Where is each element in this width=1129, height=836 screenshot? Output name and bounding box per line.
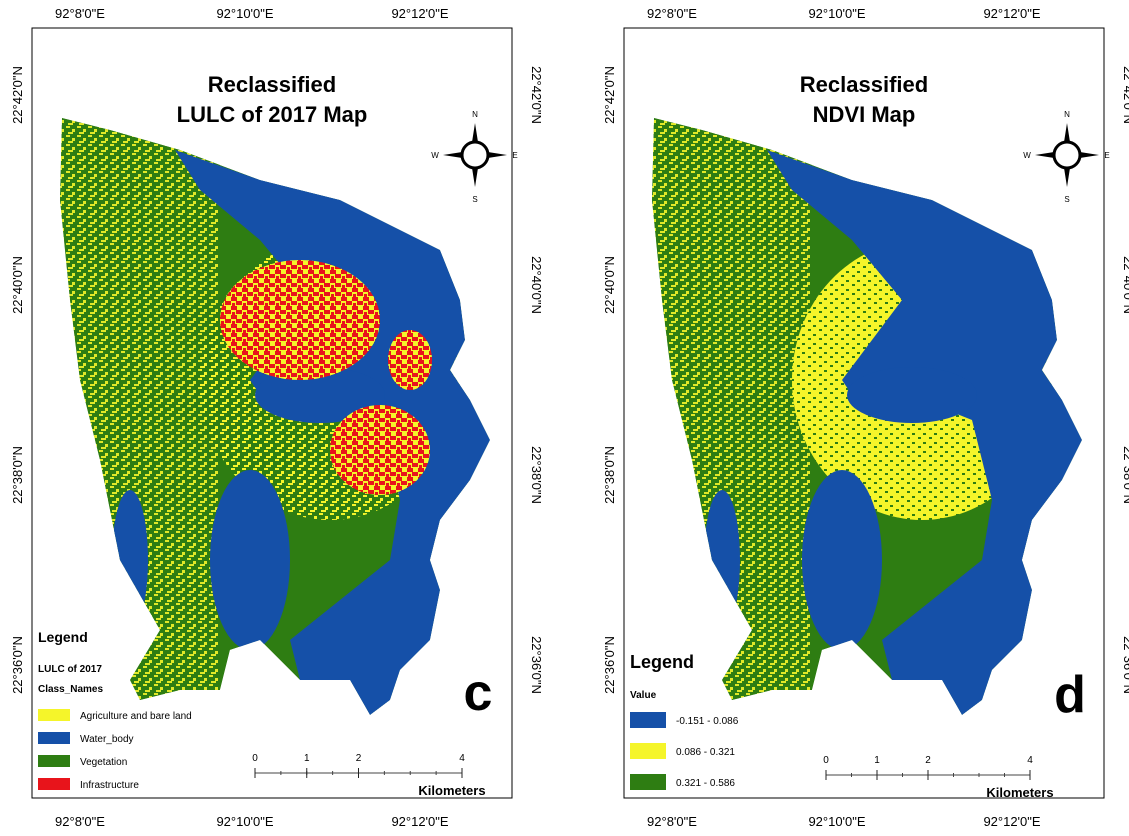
compass-ring (1054, 142, 1080, 168)
longitude-label: 92°12'0"E (391, 814, 448, 829)
latitude-label: 22°40'0"N (602, 256, 617, 314)
longitude-label: 92°8'0"E (647, 6, 697, 21)
latitude-label: 22°40'0"N (1121, 256, 1129, 314)
compass-letter: N (472, 110, 478, 119)
legend-title: Legend (630, 652, 694, 672)
legend-subtitle: LULC of 2017 (38, 664, 102, 675)
compass-letter: E (512, 151, 517, 160)
latitude-label: 22°40'0"N (10, 256, 25, 314)
longitude-label: 92°8'0"E (55, 6, 105, 21)
water-area (847, 367, 977, 423)
scale-unit: Kilometers (986, 785, 1053, 800)
legend-label: Vegetation (80, 757, 127, 768)
longitude-label: 92°8'0"E (647, 814, 697, 829)
legend-label: -0.151 - 0.086 (676, 716, 739, 727)
latitude-label: 22°36'0"N (1121, 636, 1129, 694)
map-title: Reclassified (800, 72, 928, 97)
scale-label: 2 (925, 755, 931, 766)
latitude-label: 22°40'0"N (529, 256, 544, 314)
longitude-label: 92°12'0"E (391, 6, 448, 21)
latitude-label: 22°38'0"N (529, 446, 544, 504)
legend-swatch (630, 774, 666, 790)
map-panel: 92°8'0"E 92°10'0"E 92°12'0"E 92°8'0"E 92°10'… (602, 6, 1129, 829)
longitude-label: 92°12'0"E (983, 6, 1040, 21)
map-title: Reclassified (208, 72, 336, 97)
legend-swatch (630, 743, 666, 759)
infrastructure-area (220, 260, 380, 380)
latitude-label: 22°38'0"N (602, 446, 617, 504)
legend-swatch (630, 712, 666, 728)
legend-subtitle: Class_Names (38, 684, 103, 695)
compass-letter: N (1064, 110, 1070, 119)
water-area (802, 470, 882, 650)
longitude-label: 92°8'0"E (55, 814, 105, 829)
latitude-label: 22°38'0"N (10, 446, 25, 504)
longitude-label: 92°10'0"E (216, 814, 273, 829)
scale-label: 0 (823, 755, 829, 766)
water-area (210, 470, 290, 650)
legend-label: Agriculture and bare land (80, 711, 192, 722)
longitude-label: 92°10'0"E (808, 814, 865, 829)
infrastructure-area (330, 405, 430, 495)
latitude-label: 22°42'0"N (1121, 66, 1129, 124)
latitude-label: 22°42'0"N (529, 66, 544, 124)
legend-swatch (38, 709, 70, 721)
legend-label: Water_body (80, 734, 134, 745)
legend-subtitle: Value (630, 690, 657, 701)
latitude-label: 22°42'0"N (10, 66, 25, 124)
longitude-label: 92°10'0"E (808, 6, 865, 21)
longitude-label: 92°10'0"E (216, 6, 273, 21)
compass-letter: S (1064, 195, 1069, 204)
legend-swatch (38, 778, 70, 790)
compass-ring (462, 142, 488, 168)
latitude-label: 22°36'0"N (10, 636, 25, 694)
legend-swatch (38, 732, 70, 744)
compass-letter: W (1023, 151, 1031, 160)
legend-label: 0.086 - 0.321 (676, 747, 735, 758)
scale-label: 4 (459, 753, 465, 764)
compass-letter: W (431, 151, 439, 160)
map-title: NDVI Map (813, 102, 916, 127)
map-panel: 92°8'0"E 92°10'0"E 92°12'0"E 92°8'0"E 92°10'… (10, 6, 544, 829)
compass-letter: E (1104, 151, 1109, 160)
infrastructure-area (388, 330, 432, 390)
scale-label: 1 (304, 753, 310, 764)
scale-label: 2 (356, 753, 362, 764)
panel-letter: c (464, 664, 493, 722)
latitude-label: 22°38'0"N (1121, 446, 1129, 504)
legend-swatch (38, 755, 70, 767)
scale-label: 4 (1027, 755, 1033, 766)
legend-label: 0.321 - 0.586 (676, 778, 735, 789)
scale-label: 0 (252, 753, 258, 764)
figure: 92°8'0"E 92°10'0"E 92°12'0"E 92°8'0"E 92°10'… (0, 0, 1129, 836)
panel-letter: d (1054, 666, 1086, 724)
legend-label: Infrastructure (80, 780, 139, 791)
map-title: LULC of 2017 Map (177, 102, 368, 127)
latitude-label: 22°36'0"N (602, 636, 617, 694)
latitude-label: 22°36'0"N (529, 636, 544, 694)
longitude-label: 92°12'0"E (983, 814, 1040, 829)
legend-title: Legend (38, 629, 88, 645)
latitude-label: 22°42'0"N (602, 66, 617, 124)
scale-unit: Kilometers (418, 783, 485, 798)
scale-label: 1 (874, 755, 880, 766)
compass-letter: S (472, 195, 477, 204)
